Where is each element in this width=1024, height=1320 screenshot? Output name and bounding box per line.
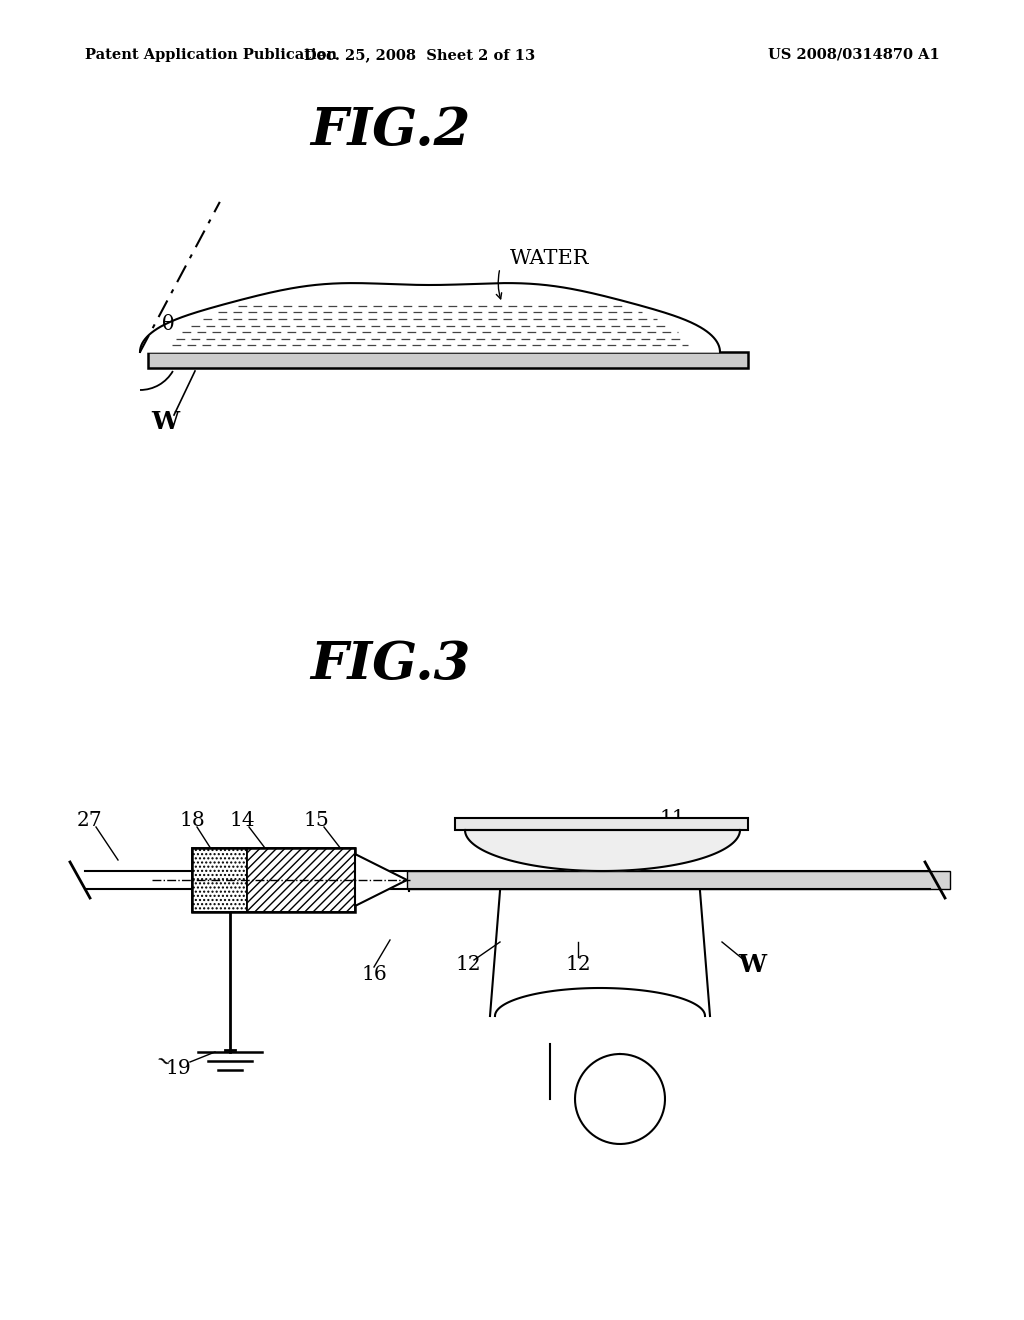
Text: WATER: WATER [510, 248, 590, 268]
Text: 14: 14 [229, 810, 255, 829]
Text: FIG.3: FIG.3 [310, 639, 470, 690]
Text: Patent Application Publication: Patent Application Publication [85, 48, 337, 62]
Text: W: W [151, 411, 179, 434]
Polygon shape [465, 830, 740, 871]
Text: 18: 18 [179, 810, 205, 829]
Bar [455, 818, 748, 830]
Text: 15: 15 [303, 810, 329, 829]
Text: ~: ~ [151, 1051, 173, 1073]
Polygon shape [355, 854, 407, 906]
Text: 16: 16 [361, 965, 387, 985]
Text: W: W [738, 953, 766, 977]
Text: θ: θ [162, 314, 174, 334]
Text: 11: 11 [659, 808, 685, 828]
Bar [193, 847, 355, 912]
Text: 19: 19 [165, 1059, 190, 1077]
Bar [148, 352, 748, 368]
Bar [193, 847, 247, 912]
Text: 12: 12 [456, 956, 481, 974]
Text: 12: 12 [565, 956, 591, 974]
Bar [407, 871, 950, 888]
Text: Dec. 25, 2008  Sheet 2 of 13: Dec. 25, 2008 Sheet 2 of 13 [304, 48, 536, 62]
Polygon shape [140, 282, 720, 352]
Text: US 2008/0314870 A1: US 2008/0314870 A1 [768, 48, 940, 62]
Text: FIG.2: FIG.2 [310, 104, 470, 156]
Bar [247, 847, 355, 912]
Text: 27: 27 [77, 810, 102, 829]
